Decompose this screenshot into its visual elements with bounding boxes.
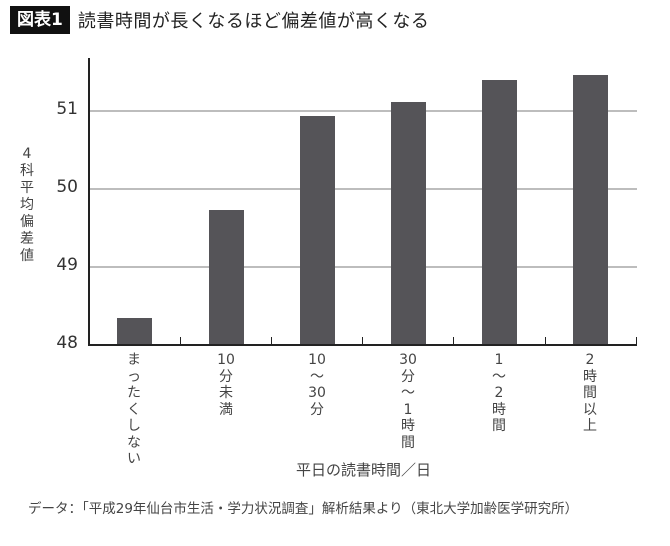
ylabel-char: 4 xyxy=(22,146,32,162)
x-label-char: 10 xyxy=(308,352,326,368)
x-tick xyxy=(636,337,637,344)
x-label-char: い xyxy=(127,451,141,467)
x-label-char: 〜 xyxy=(492,368,506,385)
x-label-5: 1 〜 2 時間 xyxy=(487,352,511,435)
gridline-50 xyxy=(90,188,637,190)
x-tick xyxy=(180,337,181,344)
x-label-char: 〜 xyxy=(401,385,415,401)
ylabel-char: 均 xyxy=(20,197,34,213)
ylabel-char: 差 xyxy=(20,231,34,247)
x-label-3: 10 〜 30 分 xyxy=(305,352,329,418)
x-label-char: 1 xyxy=(494,352,504,368)
chart-title: 読書時間が長くなるほど偏差値が高くなる xyxy=(77,11,430,32)
x-label-char: 上 xyxy=(583,418,597,434)
x-label-char: 分 xyxy=(401,368,415,385)
x-label-char: 30 xyxy=(399,352,417,368)
ylabel-char: 平 xyxy=(20,180,34,196)
x-label-char: 間 xyxy=(401,434,415,451)
x-label-char: 2 xyxy=(494,385,504,401)
x-axis-title: 平日の読書時間／日 xyxy=(296,461,432,479)
x-tick xyxy=(271,337,272,344)
x-label-char: 10 xyxy=(217,352,235,368)
x-axis-line xyxy=(88,344,637,346)
x-tick xyxy=(453,337,454,344)
ylabel-char: 科 xyxy=(20,163,34,179)
x-label-char: ま xyxy=(127,352,141,368)
x-tick xyxy=(362,337,363,344)
x-label-1: まったくしない xyxy=(122,352,146,468)
x-label-char: 2 xyxy=(585,352,595,368)
chart-header: 図表1 読書時間が長くなるほど偏差値が高くなる xyxy=(10,6,429,34)
y-axis-label: 4 科 平 均 偏 差 値 xyxy=(17,146,37,265)
bar-5 xyxy=(481,79,517,345)
bar-4 xyxy=(390,101,426,345)
figure-badge: 図表1 xyxy=(10,6,70,34)
ylabel-char: 値 xyxy=(20,248,34,264)
x-label-char: 1 xyxy=(403,401,413,418)
x-label-char: 時 xyxy=(492,401,506,418)
x-label-char: た xyxy=(127,385,141,401)
bar-2 xyxy=(208,210,244,345)
x-label-char: 満 xyxy=(219,401,233,418)
x-label-char: く xyxy=(127,401,141,418)
x-label-char: 時 xyxy=(401,418,415,434)
x-label-2: 10 分未満 xyxy=(214,352,238,418)
x-label-char: 間 xyxy=(583,385,597,401)
x-label-char: し xyxy=(127,418,141,434)
bar-3 xyxy=(299,116,335,345)
ylabel-char: 偏 xyxy=(20,214,34,230)
ytick-49: 49 xyxy=(56,255,78,275)
x-tick xyxy=(545,337,546,344)
ytick-48: 48 xyxy=(56,333,78,353)
bar-1 xyxy=(116,318,152,345)
x-label-char: な xyxy=(127,434,141,451)
x-label-char: 分 xyxy=(219,368,233,385)
ytick-50: 50 xyxy=(56,177,78,197)
ytick-51: 51 xyxy=(56,99,78,119)
x-label-char: 未 xyxy=(219,385,233,401)
x-label-char: 時 xyxy=(583,368,597,385)
y-axis-line xyxy=(88,58,90,346)
x-label-char: 〜 xyxy=(310,368,324,385)
x-label-4: 30 分〜 1 時間 xyxy=(396,352,420,451)
gridline-51 xyxy=(90,110,637,112)
x-label-char: 以 xyxy=(583,401,597,418)
bar-6 xyxy=(572,75,608,345)
source-footnote: データ：「平成29年仙台市生活・学力状況調査」解析結果より（東北大学加齢医学研究… xyxy=(28,501,579,517)
x-label-char: 間 xyxy=(492,418,506,434)
x-label-char: 30 xyxy=(308,385,326,401)
gridline-49 xyxy=(90,266,637,268)
x-label-char: っ xyxy=(127,368,141,385)
x-label-char: 分 xyxy=(310,401,324,418)
